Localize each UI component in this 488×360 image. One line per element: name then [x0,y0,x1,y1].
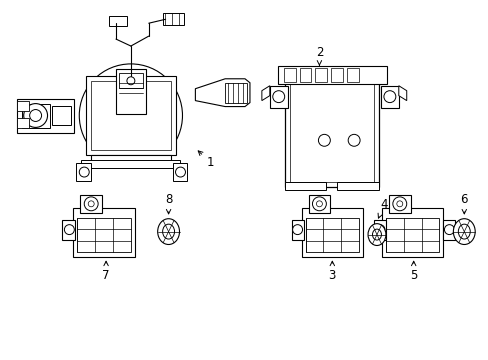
Text: 2: 2 [315,46,323,65]
Circle shape [88,201,94,207]
Circle shape [318,134,330,146]
Bar [346,68,358,82]
Bar [283,68,295,82]
Bar [385,218,439,252]
Bar [91,155,170,167]
Ellipse shape [452,219,474,244]
Bar [269,86,287,108]
Polygon shape [195,79,249,107]
Bar [277,66,386,84]
Circle shape [316,201,322,207]
Polygon shape [262,86,269,100]
Bar [17,99,74,133]
Bar [51,105,71,125]
Circle shape [444,225,453,235]
Bar [388,195,410,213]
Ellipse shape [372,229,381,240]
Text: 8: 8 [164,193,172,214]
Bar [284,73,378,187]
Bar [331,68,343,82]
Bar [17,100,29,111]
Circle shape [292,225,302,235]
Circle shape [64,225,74,235]
Circle shape [374,225,384,235]
Bar [119,73,142,88]
Circle shape [127,77,135,85]
Circle shape [84,197,98,211]
Circle shape [392,197,406,211]
Bar [380,86,398,108]
Text: 1: 1 [198,151,214,168]
Bar [17,118,29,129]
Circle shape [272,91,284,103]
Bar [224,83,246,103]
Text: 6: 6 [460,193,467,214]
Circle shape [175,167,185,177]
Bar [381,208,443,257]
Bar [80,195,102,213]
Bar [305,218,358,252]
Circle shape [24,104,47,127]
Polygon shape [398,86,406,100]
Bar [21,104,49,129]
Circle shape [383,91,395,103]
Bar [315,68,326,82]
Bar [291,220,303,239]
Text: 4: 4 [377,198,387,218]
Circle shape [79,167,89,177]
Bar [73,208,135,257]
Bar [299,68,311,82]
Ellipse shape [367,224,385,246]
Bar [289,78,373,182]
Text: 5: 5 [409,261,417,282]
Bar [76,163,91,181]
Bar [62,220,75,239]
Text: 3: 3 [328,261,335,282]
Ellipse shape [157,219,179,244]
Bar [163,13,184,25]
Bar [81,160,180,168]
Bar [443,220,454,239]
Circle shape [312,197,325,211]
Circle shape [347,134,359,146]
Bar [301,208,362,257]
Text: 7: 7 [102,261,110,282]
Bar [77,218,131,252]
Circle shape [396,201,402,207]
Bar [116,69,145,113]
Ellipse shape [457,224,469,239]
Circle shape [30,109,41,121]
Bar [284,182,325,190]
Bar [337,182,378,190]
Bar [86,76,175,155]
Bar [172,163,187,181]
Bar [109,16,127,26]
Ellipse shape [163,224,174,239]
Bar [373,220,385,239]
Bar [308,195,330,213]
Bar [91,81,170,150]
